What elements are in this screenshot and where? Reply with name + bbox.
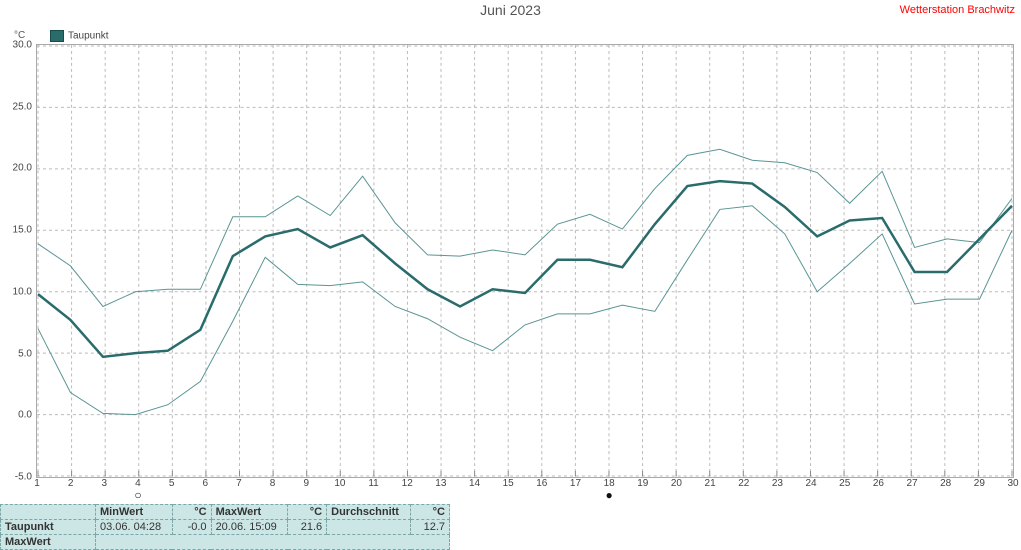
station-label: Wetterstation Brachwitz xyxy=(900,4,1015,16)
stats-table: MinWert °C MaxWert °C Durchschnitt °C Ta… xyxy=(0,504,450,550)
chart-area xyxy=(36,44,1014,478)
max-marker-icon: ● xyxy=(606,488,613,502)
y-tick-label: 15.0 xyxy=(13,225,32,236)
col-avg-unit: °C xyxy=(411,505,450,520)
y-tick-label: 5.0 xyxy=(18,348,32,359)
min-marker-icon: ○ xyxy=(134,488,141,502)
y-tick-label: -5.0 xyxy=(15,472,32,483)
avg-date xyxy=(327,520,411,535)
col-max-unit: °C xyxy=(288,505,327,520)
marker-row: ○● xyxy=(36,488,1014,502)
stats-row-taupunkt: Taupunkt 03.06. 04:28 -0.0 20.06. 15:09 … xyxy=(1,520,450,535)
min-value: -0.0 xyxy=(172,520,211,535)
chart-title: Juni 2023 xyxy=(0,0,1021,18)
stats-row-maxwert: MaxWert xyxy=(1,535,450,550)
line-chart xyxy=(36,44,1014,478)
stats-corner xyxy=(1,505,96,520)
col-min-unit: °C xyxy=(172,505,211,520)
row-label-taupunkt: Taupunkt xyxy=(1,520,96,535)
y-tick-label: 0.0 xyxy=(18,410,32,421)
legend-text: Taupunkt xyxy=(68,31,109,42)
y-tick-label: 20.0 xyxy=(13,163,32,174)
y-tick-label: 30.0 xyxy=(13,40,32,51)
y-tick-label: 10.0 xyxy=(13,286,32,297)
avg-value: 12.7 xyxy=(411,520,450,535)
y-axis-labels: -5.00.05.010.015.020.025.030.0 xyxy=(0,44,34,478)
col-max-header: MaxWert xyxy=(211,505,288,520)
min-date: 03.06. 04:28 xyxy=(96,520,173,535)
maxwert-empty xyxy=(96,535,450,550)
legend-swatch xyxy=(50,30,64,42)
col-avg-header: Durchschnitt xyxy=(327,505,411,520)
row-label-maxwert: MaxWert xyxy=(1,535,96,550)
page: Juni 2023 Wetterstation Brachwitz °C Tau… xyxy=(0,0,1021,18)
stats-header-row: MinWert °C MaxWert °C Durchschnitt °C xyxy=(1,505,450,520)
col-min-header: MinWert xyxy=(96,505,173,520)
max-date: 20.06. 15:09 xyxy=(211,520,288,535)
legend: Taupunkt xyxy=(50,30,109,42)
y-tick-label: 25.0 xyxy=(13,101,32,112)
max-value: 21.6 xyxy=(288,520,327,535)
